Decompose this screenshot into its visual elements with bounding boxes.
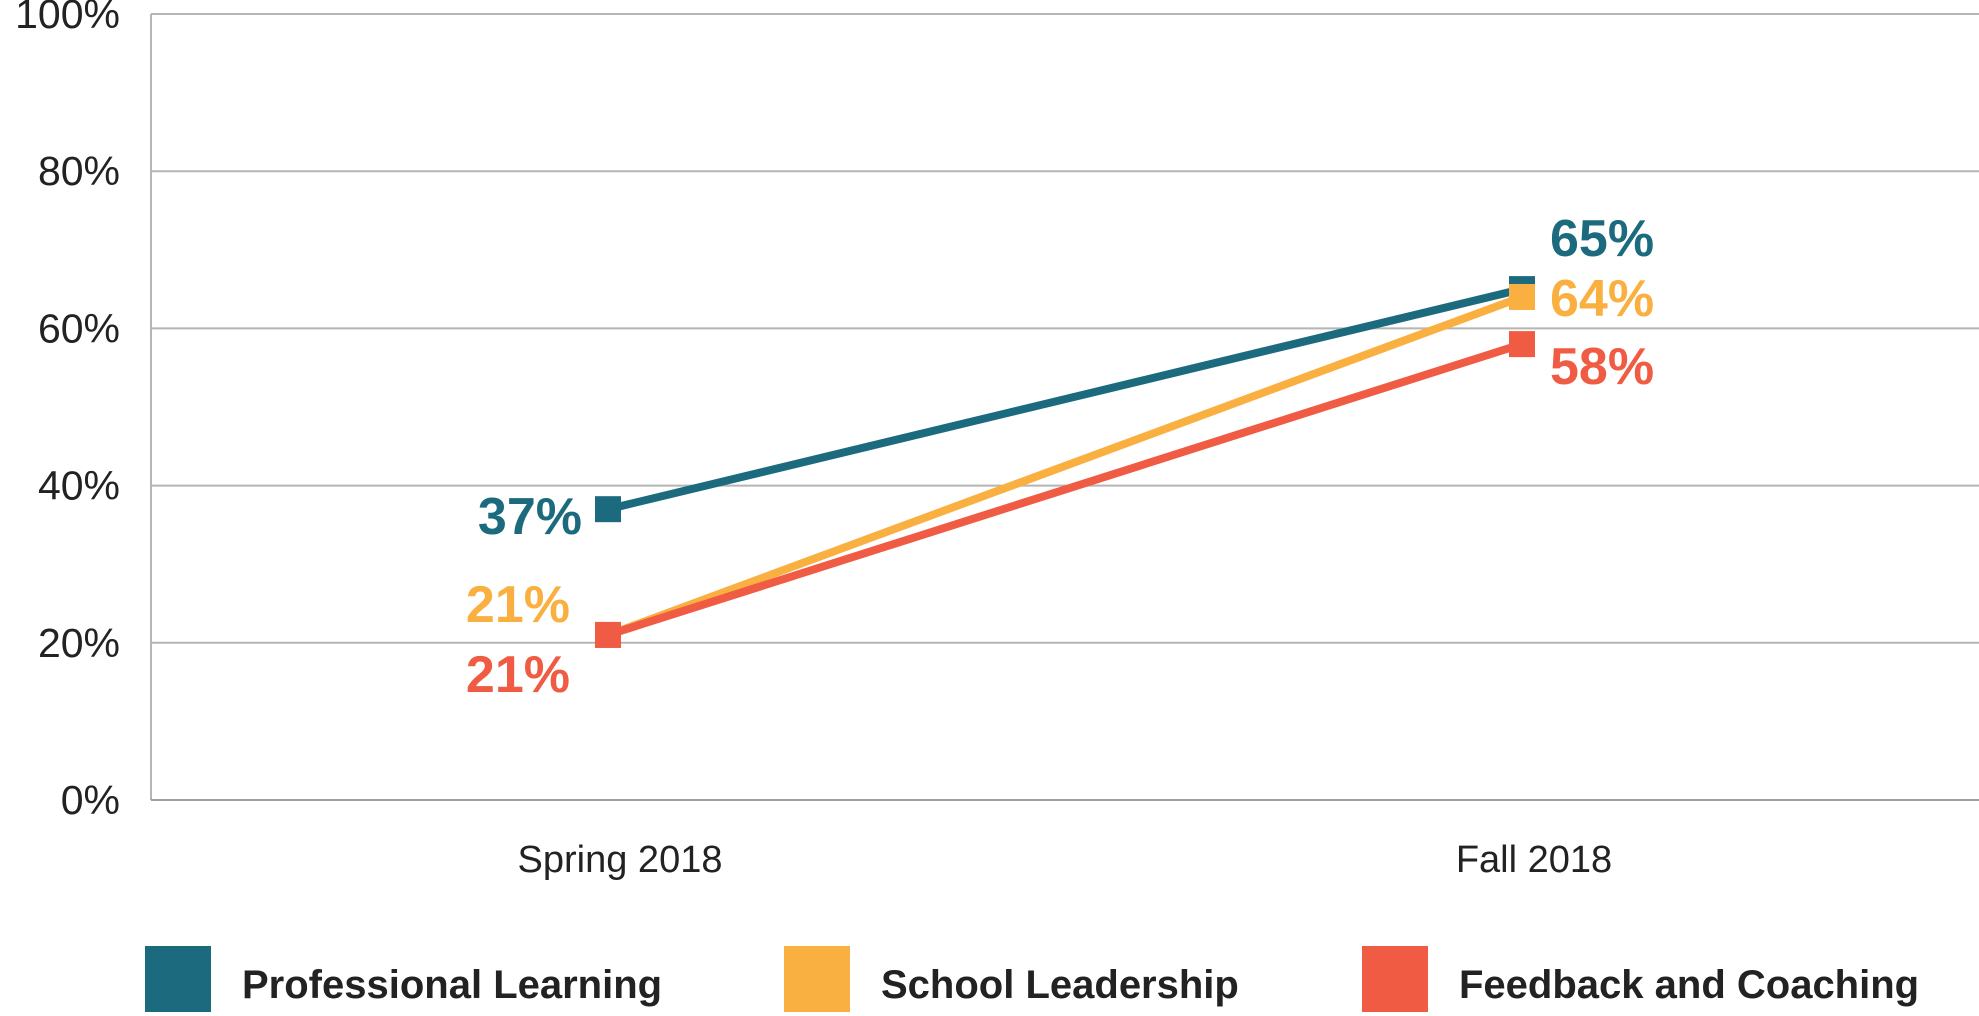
y-tick-label: 0% [61,777,120,823]
legend-label: School Leadership [881,963,1239,1007]
y-tick-label: 60% [38,305,120,351]
data-label: 64% [1550,270,1654,328]
data-label: 65% [1550,210,1654,268]
x-axis-ticks: Spring 2018 Fall 2018 [518,839,1613,881]
legend-label: Professional Learning [242,963,662,1007]
series-line [606,340,1524,639]
legend-swatch [784,946,850,1012]
y-tick-label: 80% [38,148,120,194]
y-tick-label: 100% [15,0,120,37]
data-point-marker [1509,331,1535,358]
data-label: 21% [466,646,570,704]
series-line [606,293,1524,639]
data-label: 37% [478,488,582,546]
data-labels: 37% 65% 21% 64% 21% 58% [466,210,1654,704]
y-tick-label: 20% [38,620,120,666]
x-tick-label: Spring 2018 [518,839,723,881]
y-axis-ticks: 0% 20% 40% 60% 80% 100% [15,0,120,823]
y-tick-label: 40% [38,463,120,509]
series-lines [595,276,1535,648]
data-label: 21% [466,576,570,634]
data-point-marker [1509,283,1535,310]
data-point-marker [595,496,621,523]
legend-label: Feedback and Coaching [1459,963,1919,1007]
series-line [607,285,1523,514]
data-label: 58% [1550,338,1654,396]
legend-swatch [1362,946,1428,1012]
gridlines [150,13,1979,801]
legend-swatch [145,946,211,1012]
legend: Professional Learning School Leadership Fe… [145,946,1919,1012]
data-point-marker [595,621,621,648]
x-tick-label: Fall 2018 [1456,839,1612,881]
